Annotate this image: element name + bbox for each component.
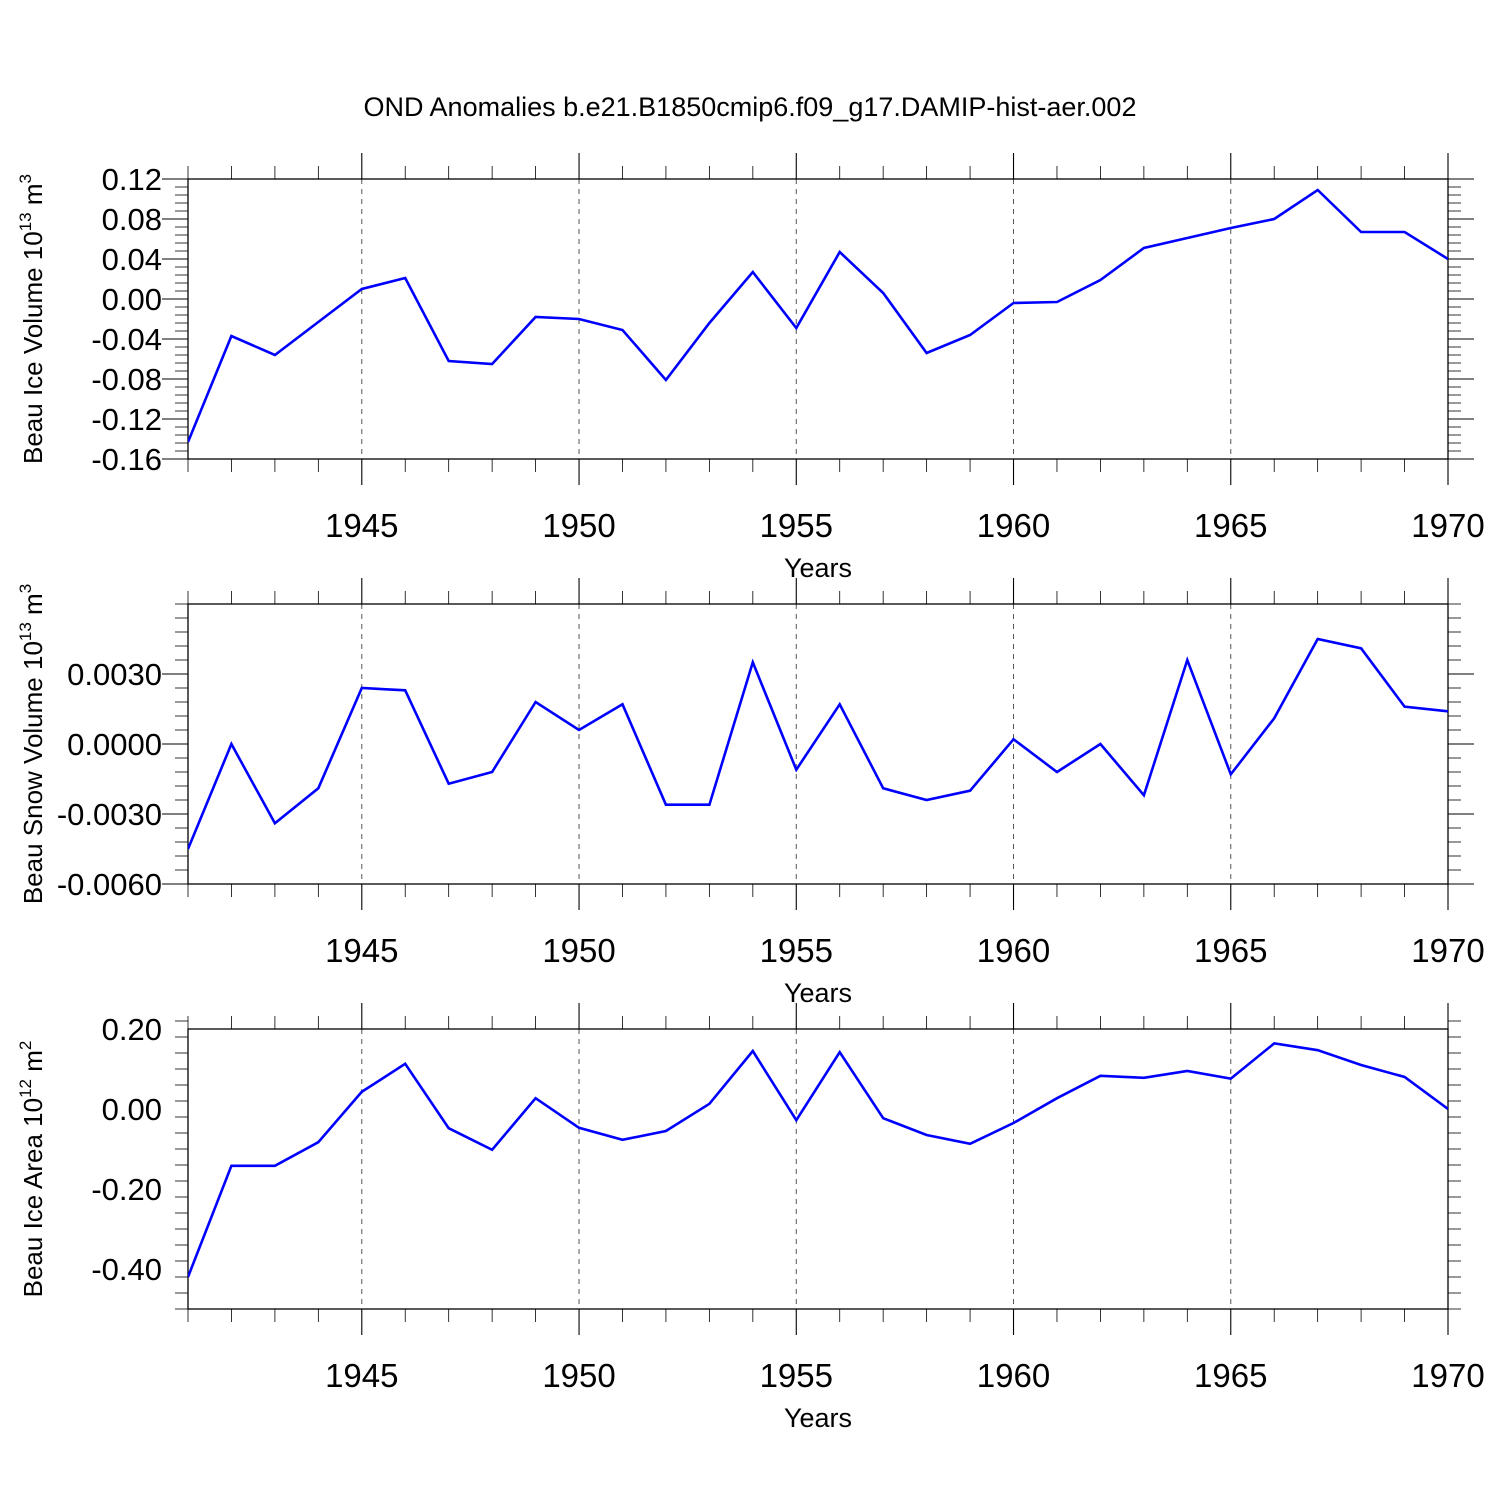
x-tick-label: 1945: [325, 932, 398, 969]
x-axis-title: Years: [784, 1403, 852, 1433]
x-tick-label: 1970: [1411, 507, 1484, 544]
x-tick-label: 1955: [760, 1357, 833, 1394]
y-tick-label: -0.0060: [57, 867, 162, 902]
y-tick-label: -0.12: [91, 402, 162, 437]
y-axis-title: Beau Ice Volume 1013 m3: [16, 174, 48, 464]
y-tick-label: 0.00: [102, 1092, 162, 1127]
y-tick-label: 0.0000: [67, 727, 162, 762]
y-tick-label: -0.16: [91, 442, 162, 477]
y-axis-title: Beau Snow Volume 1013 m3: [16, 584, 48, 904]
y-tick-label: 0.0030: [67, 657, 162, 692]
x-tick-label: 1965: [1194, 932, 1267, 969]
x-tick-label: 1945: [325, 1357, 398, 1394]
x-tick-label: 1955: [760, 932, 833, 969]
y-tick-label: 0.04: [102, 242, 162, 277]
y-tick-label: 0.00: [102, 282, 162, 317]
series-line-1: [188, 188, 1448, 443]
y-tick-label: -0.0030: [57, 797, 162, 832]
x-axis-title: Years: [784, 978, 852, 1008]
y-tick-label: -0.04: [91, 322, 162, 357]
plot-frame: [187, 178, 1449, 460]
x-tick-label: 1960: [977, 507, 1050, 544]
plot-frame: [187, 603, 1449, 885]
y-tick-label: -0.08: [91, 362, 162, 397]
plot-frame: [187, 1028, 1449, 1310]
x-axis-title: Years: [784, 553, 852, 583]
y-tick-label: -0.40: [91, 1252, 162, 1287]
x-tick-label: 1950: [542, 1357, 615, 1394]
chart-panel-2: 0.0030 0.0000 -0.0030 -0.0060 1945 1950 1955 19…: [16, 578, 1485, 1008]
y-tick-label: 0.12: [102, 162, 162, 197]
y-axis-title: Beau Ice Area 1012 m2: [16, 1041, 48, 1298]
x-tick-label: 1960: [977, 1357, 1050, 1394]
x-tick-label: 1970: [1411, 1357, 1484, 1394]
chart-panel-3: 0.20 0.00 -0.20 -0.40 1945 1950 1955 1960 1965 19…: [16, 1003, 1485, 1433]
x-tick-label: 1970: [1411, 932, 1484, 969]
x-tick-label: 1965: [1194, 1357, 1267, 1394]
figure-title: OND Anomalies b.e21.B1850cmip6.f09_g17.D…: [364, 92, 1137, 122]
x-tick-label: 1955: [760, 507, 833, 544]
chart-panels: 0.12 0.08 0.04 0.00 -0.04 -0.08 -0.12 -0.16 1945…: [16, 153, 1485, 1433]
series-line-1: [188, 1042, 1448, 1278]
x-tick-label: 1945: [325, 507, 398, 544]
x-tick-label: 1965: [1194, 507, 1267, 544]
x-tick-label: 1960: [977, 932, 1050, 969]
series-line-1: [188, 637, 1448, 850]
y-tick-label: 0.20: [102, 1012, 162, 1047]
x-tick-label: 1950: [542, 932, 615, 969]
x-tick-label: 1950: [542, 507, 615, 544]
y-tick-label: -0.20: [91, 1172, 162, 1207]
y-tick-label: 0.08: [102, 202, 162, 237]
chart-panel-1: 0.12 0.08 0.04 0.00 -0.04 -0.08 -0.12 -0.16 1945…: [16, 153, 1485, 583]
